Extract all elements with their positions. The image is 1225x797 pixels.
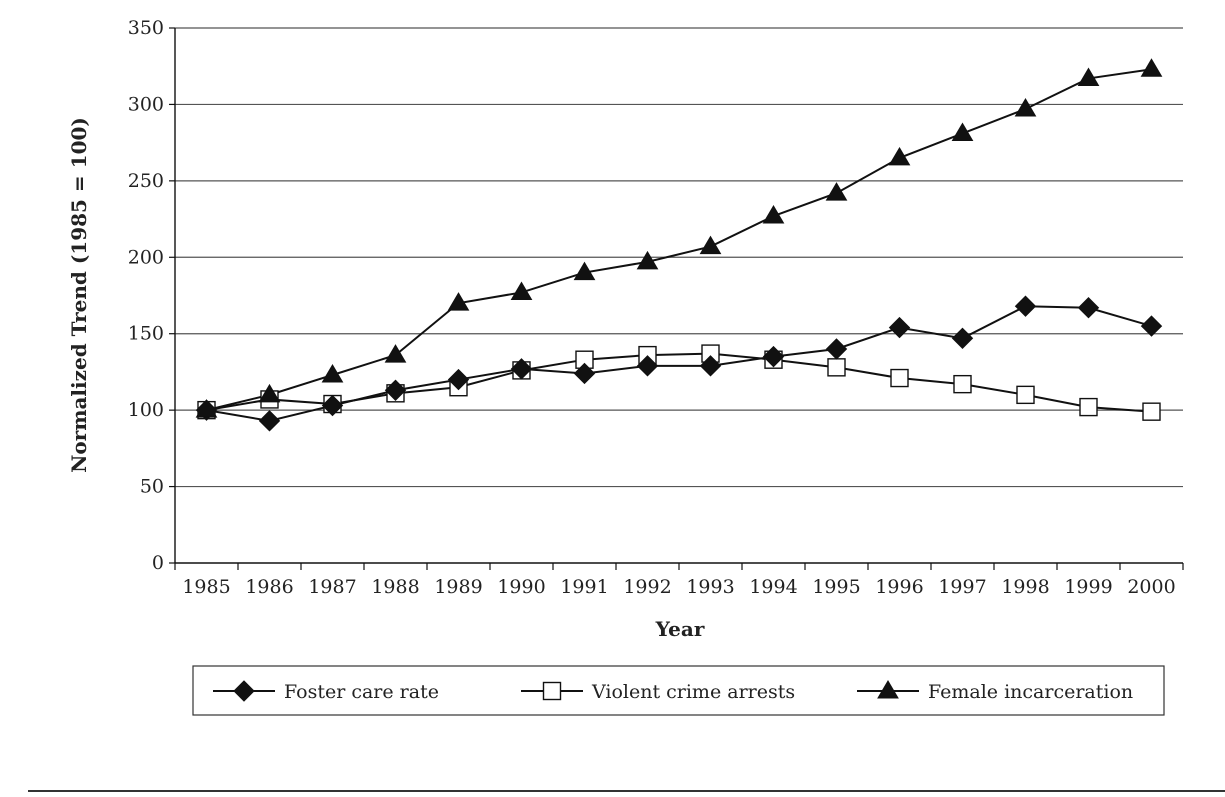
point-violent-crime-arrests xyxy=(1142,402,1161,421)
point-female-incarceration xyxy=(1140,58,1163,77)
x-tick-label: 1994 xyxy=(749,576,797,598)
point-female-incarceration xyxy=(510,281,533,300)
point-foster-care-rate xyxy=(321,394,344,417)
point-foster-care-rate xyxy=(1014,295,1037,317)
y-tick-label: 0 xyxy=(152,552,164,574)
legend-marker-foster-care-rate xyxy=(233,680,255,702)
point-female-incarceration xyxy=(447,292,470,311)
y-tick-label: 300 xyxy=(128,93,164,115)
point-violent-crime-arrests xyxy=(827,358,846,377)
x-tick-label: 1988 xyxy=(371,576,419,598)
point-female-incarceration xyxy=(1077,67,1100,86)
point-foster-care-rate xyxy=(699,355,722,377)
series-lines xyxy=(206,68,1152,422)
series-line-female-incarceration xyxy=(206,68,1152,412)
y-tick-label: 350 xyxy=(128,17,164,39)
x-tick-label: 1992 xyxy=(623,576,671,598)
y-tick-labels: 0 50 100 150 200 250 300 350 xyxy=(128,17,164,574)
x-tick-label: 1995 xyxy=(812,576,860,598)
point-female-incarceration xyxy=(825,182,848,201)
point-female-incarceration xyxy=(888,146,911,166)
axes xyxy=(169,27,1184,570)
point-foster-care-rate xyxy=(888,316,911,339)
x-tick-label: 1993 xyxy=(686,576,734,598)
x-tick-label: 1998 xyxy=(1001,576,1049,598)
point-foster-care-rate xyxy=(1140,315,1163,337)
point-female-incarceration xyxy=(321,363,344,383)
x-tick-label: 1986 xyxy=(245,576,293,598)
series-line-violent-crime-arrests xyxy=(206,352,1152,413)
legend-marker-female-incarceration xyxy=(877,680,899,699)
series-markers xyxy=(195,58,1163,432)
point-foster-care-rate xyxy=(447,368,470,391)
x-tick-label: 1990 xyxy=(497,576,545,598)
point-female-incarceration xyxy=(195,399,218,418)
point-violent-crime-arrests xyxy=(890,368,909,388)
point-female-incarceration xyxy=(573,261,596,281)
y-tick-label: 200 xyxy=(128,246,164,268)
legend-label-female-incarceration: Female incarceration xyxy=(928,681,1133,703)
x-tick-label: 2000 xyxy=(1127,576,1175,598)
x-tick-label: 1996 xyxy=(875,576,923,598)
x-tick-label: 1989 xyxy=(434,576,482,598)
point-female-incarceration xyxy=(636,250,659,270)
y-tick-label: 150 xyxy=(128,323,164,345)
x-tick-label: 1987 xyxy=(308,576,356,598)
legend-label-violent-crime-arrests: Violent crime arrests xyxy=(591,681,795,703)
point-violent-crime-arrests xyxy=(1016,385,1035,405)
point-foster-care-rate xyxy=(951,327,974,350)
point-female-incarceration xyxy=(258,383,281,403)
point-foster-care-rate xyxy=(762,345,785,368)
point-female-incarceration xyxy=(384,344,407,363)
point-foster-care-rate xyxy=(510,358,533,380)
x-tick-label: 1991 xyxy=(560,576,608,598)
legend: Foster care rate Violent crime arrests Fem… xyxy=(192,665,1165,716)
y-axis-title: Normalized Trend (1985 = 100) xyxy=(67,117,91,473)
point-foster-care-rate xyxy=(636,355,659,377)
gridlines xyxy=(175,27,1183,488)
point-violent-crime-arrests xyxy=(1079,397,1098,417)
point-foster-care-rate xyxy=(1077,297,1100,319)
series-line-foster-care-rate xyxy=(206,305,1152,422)
point-foster-care-rate xyxy=(258,410,281,432)
point-female-incarceration xyxy=(951,122,974,141)
x-tick-label: 1985 xyxy=(182,576,230,598)
x-axis-title: Year xyxy=(655,617,705,641)
y-tick-label: 250 xyxy=(128,170,164,192)
point-violent-crime-arrests xyxy=(953,374,972,394)
point-foster-care-rate xyxy=(384,379,407,401)
point-foster-care-rate xyxy=(825,338,848,360)
point-foster-care-rate xyxy=(573,362,596,385)
y-tick-label: 50 xyxy=(140,476,164,498)
point-female-incarceration xyxy=(762,205,785,224)
legend-label-foster-care-rate: Foster care rate xyxy=(284,681,439,703)
point-female-incarceration xyxy=(1014,98,1037,117)
x-tick-label: 1997 xyxy=(938,576,986,598)
point-female-incarceration xyxy=(699,235,722,255)
legend-marker-violent-crime-arrests xyxy=(542,681,562,701)
y-tick-label: 100 xyxy=(128,399,164,421)
x-tick-labels: 1985 1986 1987 1988 1989 1990 1991 1992 1993 1994… xyxy=(182,576,1175,598)
legend-box xyxy=(192,665,1165,716)
x-tick-label: 1999 xyxy=(1064,576,1112,598)
